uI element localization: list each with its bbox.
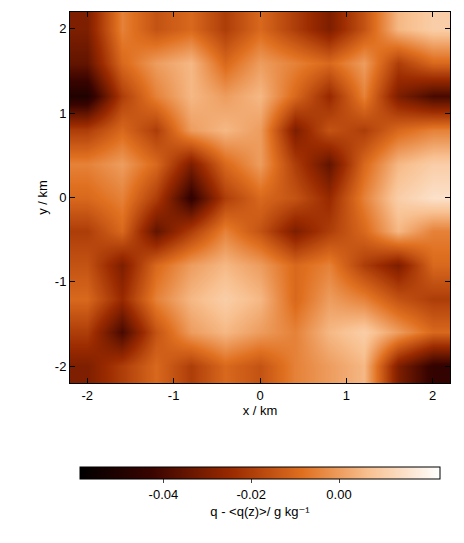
svg-text:x / km: x / km [243, 403, 278, 418]
svg-text:-2: -2 [81, 388, 93, 403]
svg-text:2: 2 [59, 21, 66, 36]
svg-text:0.00: 0.00 [326, 487, 351, 502]
svg-text:-1: -1 [55, 274, 67, 289]
svg-text:-1: -1 [168, 388, 180, 403]
svg-text:1: 1 [343, 388, 350, 403]
svg-text:-0.02: -0.02 [236, 487, 266, 502]
svg-text:-0.04: -0.04 [149, 487, 179, 502]
svg-text:0: 0 [256, 388, 263, 403]
svg-text:0: 0 [59, 190, 66, 205]
svg-text:q - <q(z)>/ g kg⁻¹: q - <q(z)>/ g kg⁻¹ [210, 504, 310, 519]
svg-text:1: 1 [59, 106, 66, 121]
svg-text:y / km: y / km [35, 180, 50, 215]
svg-text:-2: -2 [55, 359, 67, 374]
svg-text:2: 2 [429, 388, 436, 403]
